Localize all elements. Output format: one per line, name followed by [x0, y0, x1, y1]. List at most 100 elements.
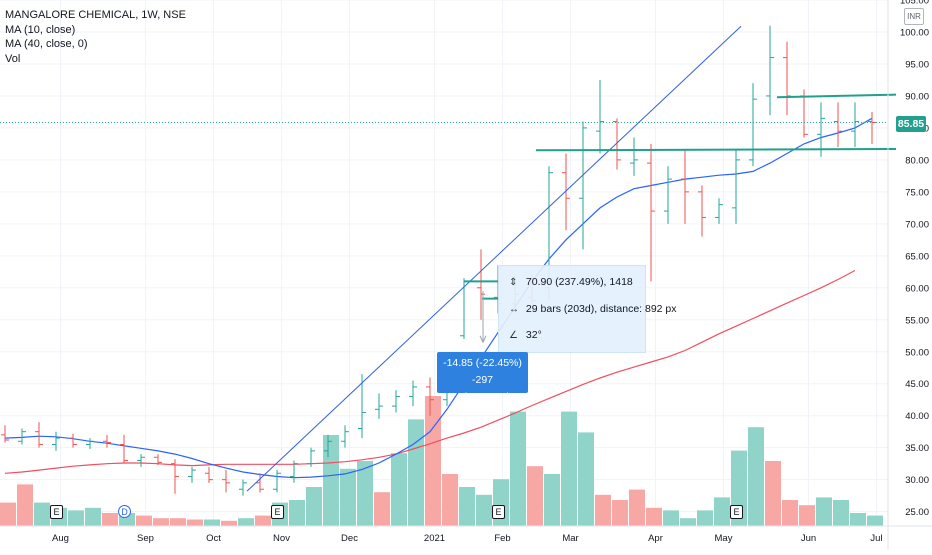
y-tick-label: 65.00: [905, 251, 929, 262]
y-tick-label: 35.00: [905, 443, 929, 454]
earnings-event-marker[interactable]: E: [271, 505, 284, 519]
volume-bar: [204, 519, 220, 526]
volume-bar: [408, 419, 424, 526]
ohlc-bar: [392, 390, 400, 413]
volume-bar: [391, 453, 407, 526]
ohlc-bar: [817, 102, 825, 157]
range-arrow-head: [479, 335, 487, 344]
ohlc-bar: [579, 121, 587, 250]
ohlc-bar: [188, 466, 196, 483]
range-box: -14.85 (-22.45%) -297 4 bars, 28d: [437, 352, 528, 403]
ohlc-bar: [596, 79, 604, 154]
ohlc-bar: [120, 434, 128, 464]
volume-bar: [476, 494, 492, 526]
last-price-label: 85.85: [896, 116, 926, 132]
x-tick-label: Dec: [341, 533, 358, 544]
ohlc-bar: [630, 137, 638, 176]
volume-bar: [680, 518, 696, 526]
ohlc-bar: [613, 118, 621, 170]
legend-title[interactable]: MANGALORE CHEMICAL, 1W, NSE: [5, 9, 186, 21]
measure-change-row: ⇕ 70.90 (237.49%), 1418: [509, 276, 633, 288]
ohlc-bar: [103, 434, 111, 448]
ohlc-bar: [222, 470, 230, 493]
volume-bar: [459, 487, 475, 526]
volume-bar: [153, 518, 169, 526]
ohlc-bar: [324, 434, 332, 458]
x-tick-label: Jun: [801, 533, 816, 544]
range-change: -14.85 (-22.45%) -297: [443, 357, 522, 386]
volume-bar: [68, 510, 84, 526]
volume-bar: [0, 502, 16, 526]
ohlc-bar: [1, 425, 9, 443]
x-tick-label: Apr: [648, 533, 663, 544]
y-tick-label: 60.00: [905, 283, 929, 294]
x-tick-label: Sep: [137, 533, 154, 544]
volume-bar: [833, 500, 849, 526]
price-range-icon: ⇕: [509, 277, 518, 288]
ohlc-bar: [477, 249, 485, 320]
volume-bar: [136, 515, 152, 526]
ohlc-bar: [18, 428, 26, 445]
x-tick-label: Feb: [494, 533, 510, 544]
ohlc-bar: [341, 425, 349, 448]
volume-bar: [34, 502, 50, 526]
volume-bar: [289, 500, 305, 526]
volume-bar: [17, 484, 33, 526]
measure-angle-row: ∠ 32°: [509, 329, 542, 341]
support-line: [535, 148, 897, 152]
ohlc-bar: [409, 380, 417, 407]
y-tick-label: 90.00: [905, 91, 929, 102]
ma10-line: [4, 117, 873, 479]
ohlc-bar: [358, 374, 366, 439]
ohlc-bar: [154, 454, 162, 465]
y-tick-label: 30.00: [905, 475, 929, 486]
volume-bar: [646, 507, 662, 526]
resistance-line: [776, 93, 897, 99]
legend-ma40[interactable]: MA (40, close, 0): [5, 38, 88, 50]
earnings-event-marker[interactable]: E: [730, 505, 743, 519]
range-bars: 4 bars, 28d: [456, 391, 509, 403]
volume-bar: [765, 461, 781, 526]
x-tick-label: Mar: [562, 533, 578, 544]
legend-ma10[interactable]: MA (10, close): [5, 23, 76, 36]
legend: MANGALORE CHEMICAL, 1W, NSE MA (10, clos…: [5, 8, 186, 66]
ma40-line: [4, 269, 856, 474]
volume-bar: [663, 510, 679, 526]
y-tick-label: 70.00: [905, 219, 929, 230]
ohlc-bar: [698, 185, 706, 237]
y-tick-label: 25.00: [905, 507, 929, 518]
ohlc-bar: [715, 198, 723, 224]
ohlc-bar: [52, 431, 60, 451]
ohlc-bar: [35, 422, 43, 448]
date-range-icon: ↔: [509, 304, 519, 315]
ohlc-bar: [69, 433, 77, 448]
volume-bar: [85, 507, 101, 526]
legend-vol[interactable]: Vol: [5, 52, 21, 65]
volume-bar: [255, 515, 271, 526]
earnings-event-marker[interactable]: E: [50, 505, 63, 519]
x-tick-label: Jul: [870, 533, 882, 544]
volume-bar: [306, 487, 322, 526]
ohlc-bar: [426, 377, 434, 416]
volume-bar: [544, 474, 560, 526]
volume-bar: [714, 497, 730, 526]
y-tick-label: 80.00: [905, 155, 929, 166]
volume-bar: [442, 474, 458, 526]
earnings-event-marker[interactable]: E: [492, 505, 505, 519]
volume-bar: [527, 466, 543, 526]
dividend-event-marker[interactable]: D: [118, 505, 131, 518]
ohlc-bar: [375, 393, 383, 419]
y-tick-label: 45.00: [905, 379, 929, 390]
ohlc-bar: [834, 102, 842, 148]
volume-bar: [561, 411, 577, 526]
x-tick-label: Aug: [52, 533, 69, 544]
currency-badge[interactable]: INR: [904, 8, 924, 25]
ohlc-bar: [851, 102, 859, 148]
ohlc-bar: [307, 447, 315, 467]
volume-bar: [323, 435, 339, 526]
y-tick-label: 100.00: [900, 28, 929, 39]
volume-bar: [374, 492, 390, 526]
measure-bars: 29 bars (203d), distance: 892 px: [525, 303, 677, 315]
ohlc-bar: [732, 150, 740, 224]
